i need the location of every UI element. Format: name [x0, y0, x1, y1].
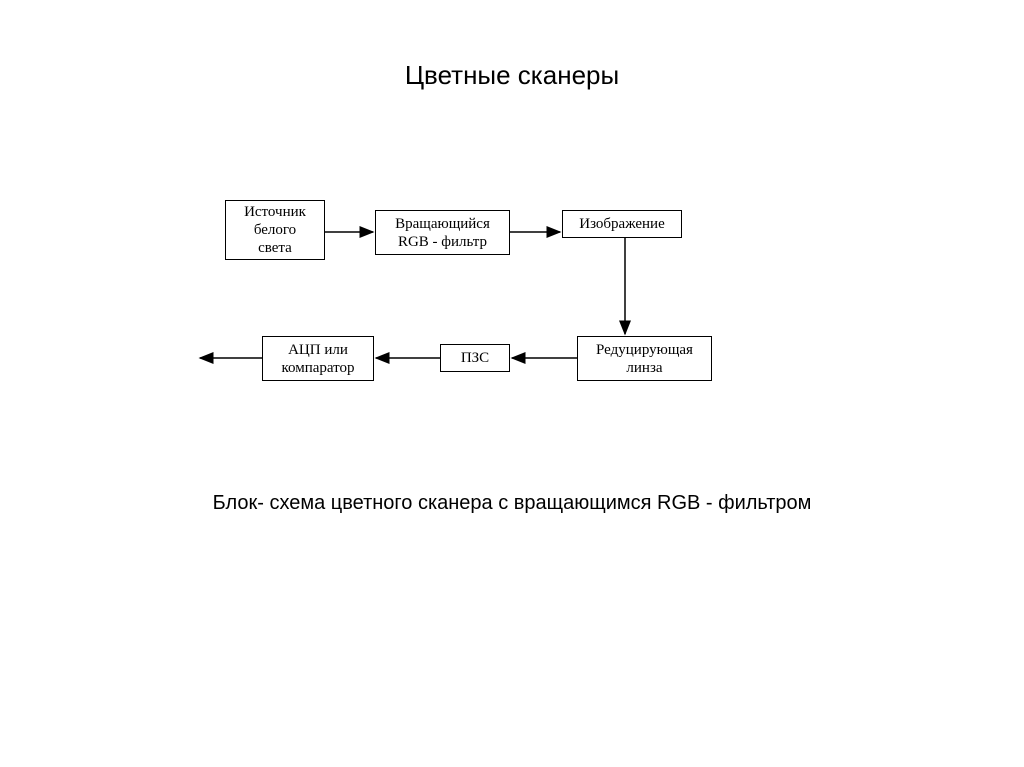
node-label: ПЗС — [461, 349, 489, 367]
node-lens: Редуцирующаялинза — [577, 336, 712, 381]
diagram-caption: Блок- схема цветного сканера с вращающим… — [0, 492, 1024, 515]
page-title: Цветные сканеры — [0, 60, 1024, 91]
node-label: ВращающийсяRGB - фильтр — [395, 215, 490, 251]
node-source: Источникбелогосвета — [225, 200, 325, 260]
node-label: АЦП иликомпаратор — [281, 341, 354, 377]
node-label: Источникбелогосвета — [244, 203, 306, 257]
node-label: Изображение — [579, 215, 665, 233]
node-filter: ВращающийсяRGB - фильтр — [375, 210, 510, 255]
node-label: Редуцирующаялинза — [596, 341, 693, 377]
node-adc: АЦП иликомпаратор — [262, 336, 374, 381]
node-image: Изображение — [562, 210, 682, 238]
diagram-edges — [0, 0, 1024, 767]
node-ccd: ПЗС — [440, 344, 510, 372]
